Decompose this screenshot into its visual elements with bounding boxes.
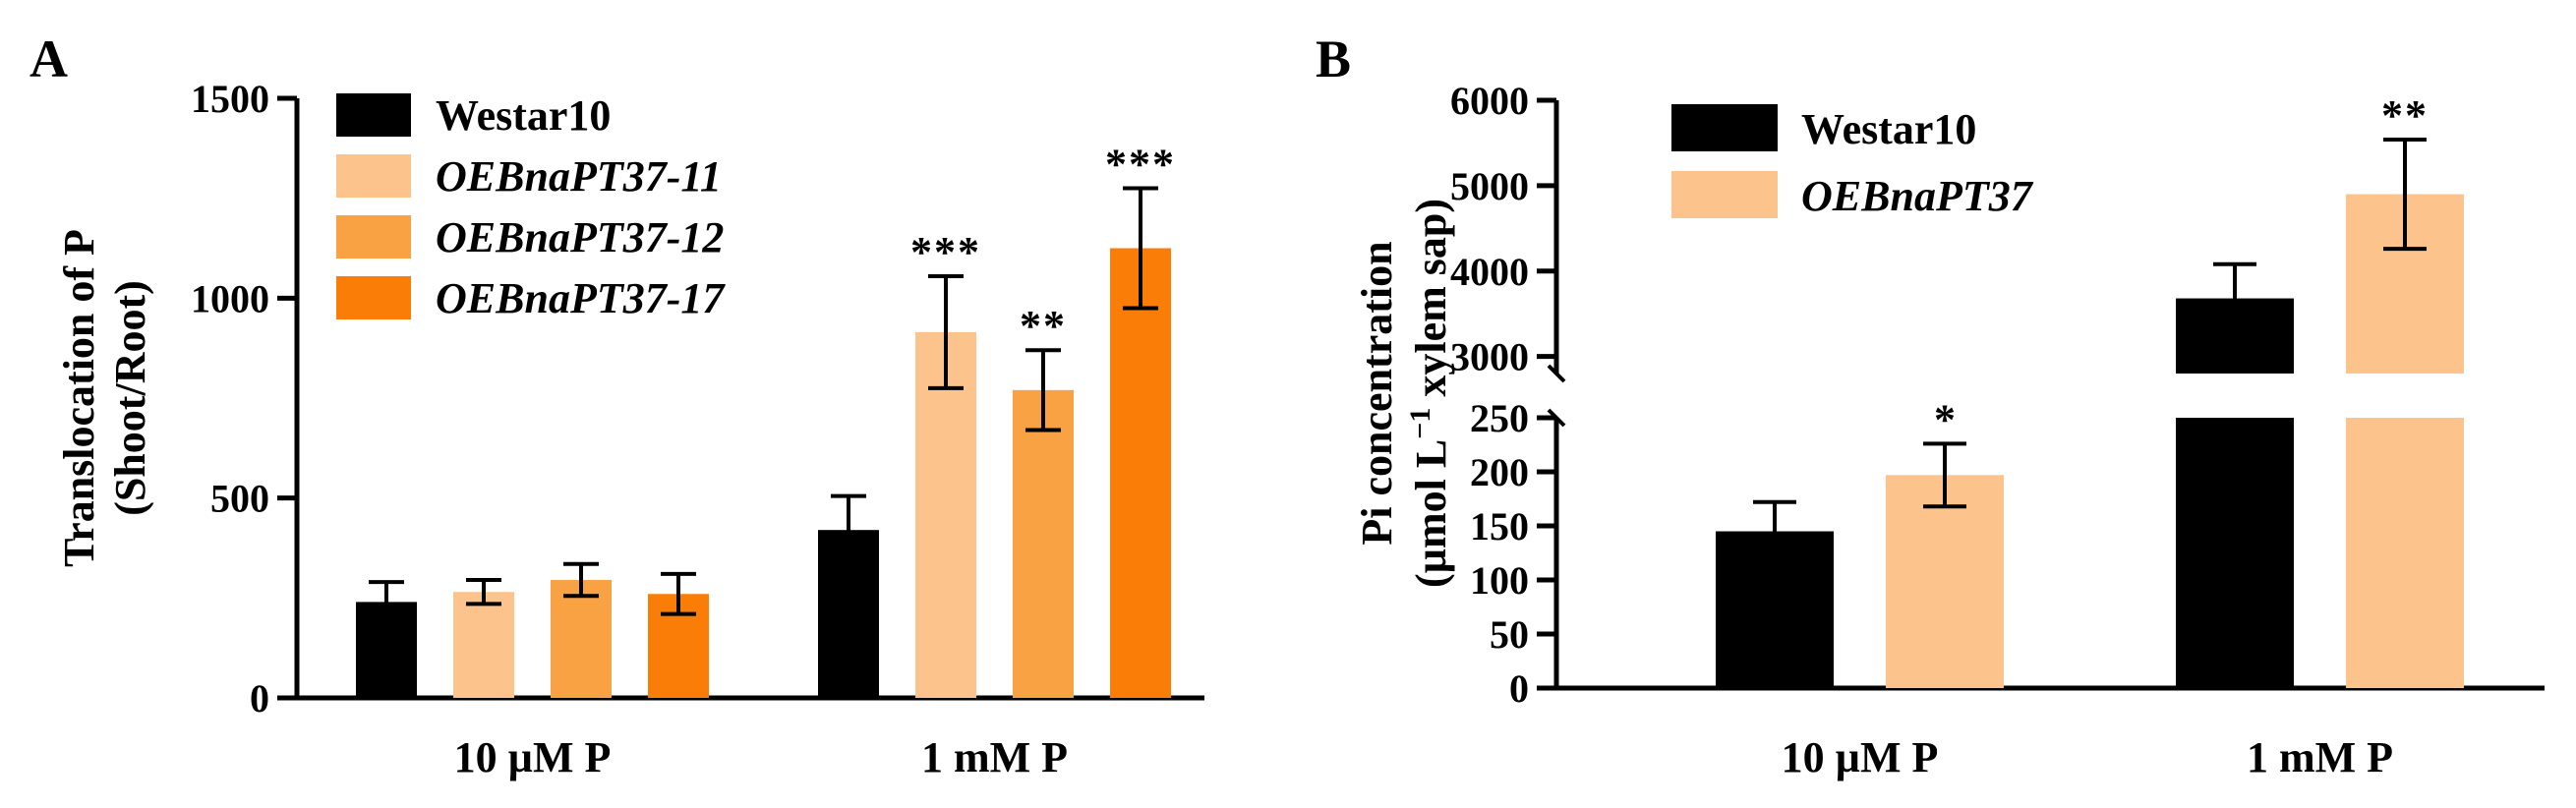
panel-b: B 0 50 100 150 200 250 3000 4000 5000 6000 Pi conce… xyxy=(1316,29,2545,781)
legend-label-oebnapt37-11: OEBnaPT37-11 xyxy=(436,152,722,201)
legend-swatch-westar10 xyxy=(1671,104,1778,151)
y-axis-label-b: Pi concentration (µmol L−1 xylem sap) xyxy=(1353,199,1455,588)
significance-label: ** xyxy=(2381,91,2429,140)
x-category-label-1: 1 mM P xyxy=(2247,733,2393,781)
y-axis-label-a: Translocation of P (Shoot/Root) xyxy=(55,229,154,567)
legend-swatch-westar10 xyxy=(336,93,411,137)
y-tick-label-b: 0 xyxy=(1509,666,1529,711)
y-axis-label-line1: Pi concentration xyxy=(1353,241,1401,545)
y-tick-label-b: 150 xyxy=(1470,504,1529,548)
y-tick-label-b: 250 xyxy=(1470,396,1529,440)
legend-label-oebnapt37-12: OEBnaPT37-12 xyxy=(436,213,724,261)
y-tick-label-b: 100 xyxy=(1470,558,1529,603)
y-axis-label-line2: (µmol L−1 xylem sap) xyxy=(1404,199,1455,588)
bar-oebnapt37-12-0 xyxy=(551,580,612,698)
legend-label-oebnapt37: OEBnaPT37 xyxy=(1801,172,2034,220)
bar-oebnapt37-11-1 xyxy=(915,331,976,698)
y-tick-label-b: 50 xyxy=(1490,612,1529,657)
significance-label: *** xyxy=(1105,141,1176,189)
y-tick-label-a: 1500 xyxy=(191,77,269,121)
y-tick-label-a: 1000 xyxy=(191,276,269,320)
y-axis-label-line2: (Shoot/Root) xyxy=(106,280,154,516)
panel-a: A 0 500 1000 1500 Translocation of P (Shoot/Ro… xyxy=(29,29,1204,781)
y-tick-label-a: 0 xyxy=(250,676,269,721)
axis-break-mark xyxy=(1547,364,1566,383)
bar-oebnapt37-1-lower xyxy=(2346,418,2464,688)
y-tick-label-a: 500 xyxy=(210,477,269,521)
bar-westar10-1-lower xyxy=(2176,418,2294,688)
significance-label: *** xyxy=(910,228,981,276)
panel-label-b: B xyxy=(1316,29,1351,88)
bar-oebnapt37-11-0 xyxy=(453,592,514,698)
y-tick-label-b: 3000 xyxy=(1450,335,1529,379)
x-category-label-1: 1 mM P xyxy=(921,733,1068,781)
legend-label-westar10: Westar10 xyxy=(436,91,611,140)
legend-swatch-oebnapt37-17 xyxy=(336,276,411,319)
x-category-label-0: 10 µM P xyxy=(1782,733,1939,781)
y-tick-label-b: 200 xyxy=(1470,450,1529,494)
y-tick-label-b: 6000 xyxy=(1450,79,1529,123)
x-category-label-0: 10 µM P xyxy=(454,733,612,781)
legend-swatch-oebnapt37-12 xyxy=(336,215,411,259)
y-tick-label-b: 5000 xyxy=(1450,164,1529,208)
legend-label-westar10: Westar10 xyxy=(1801,105,1976,153)
legend-swatch-oebnapt37-11 xyxy=(336,154,411,198)
panel-label-a: A xyxy=(29,29,68,88)
legend-label-oebnapt37-17: OEBnaPT37-17 xyxy=(436,274,726,322)
legend-swatch-oebnapt37 xyxy=(1671,171,1778,218)
bar-oebnapt37-17-1 xyxy=(1110,248,1171,698)
y-tick-label-b: 4000 xyxy=(1450,250,1529,294)
y-axis-label-line1: Translocation of P xyxy=(55,229,103,567)
bar-oebnapt37-0 xyxy=(1886,475,2004,688)
bar-oebnapt37-12-1 xyxy=(1013,389,1074,698)
significance-label: ** xyxy=(1020,302,1067,350)
significance-label: * xyxy=(1934,395,1956,443)
